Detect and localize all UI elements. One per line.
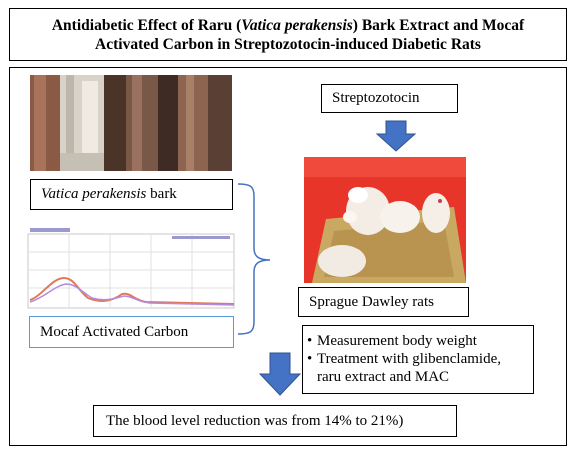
title-box: Antidiabetic Effect of Raru (Vatica pera… xyxy=(9,8,567,61)
rats-photo xyxy=(304,157,466,283)
down-arrow-icon xyxy=(259,352,301,396)
treatment-steps-box: • Measurement body weight • Treatment wi… xyxy=(302,325,534,394)
down-arrow-icon xyxy=(376,120,416,152)
step-item: • Treatment with glibenclamide, raru ext… xyxy=(307,351,501,385)
bullet-icon: • xyxy=(307,351,313,367)
bullet-icon: • xyxy=(307,333,313,349)
bark-photo xyxy=(30,75,232,171)
mocaf-label: Mocaf Activated Carbon xyxy=(29,316,234,348)
step-item: • Measurement body weight xyxy=(307,333,477,349)
rats-label: Sprague Dawley rats xyxy=(298,287,469,317)
chromatogram-image xyxy=(22,226,240,312)
streptozotocin-label: Streptozotocin xyxy=(321,84,458,113)
bracket-connector xyxy=(237,183,271,335)
result-box: The blood level reduction was from 14% t… xyxy=(93,405,457,437)
diagram-title: Antidiabetic Effect of Raru (Vatica pera… xyxy=(51,16,525,53)
bark-label: Vatica perakensis bark xyxy=(30,179,233,210)
